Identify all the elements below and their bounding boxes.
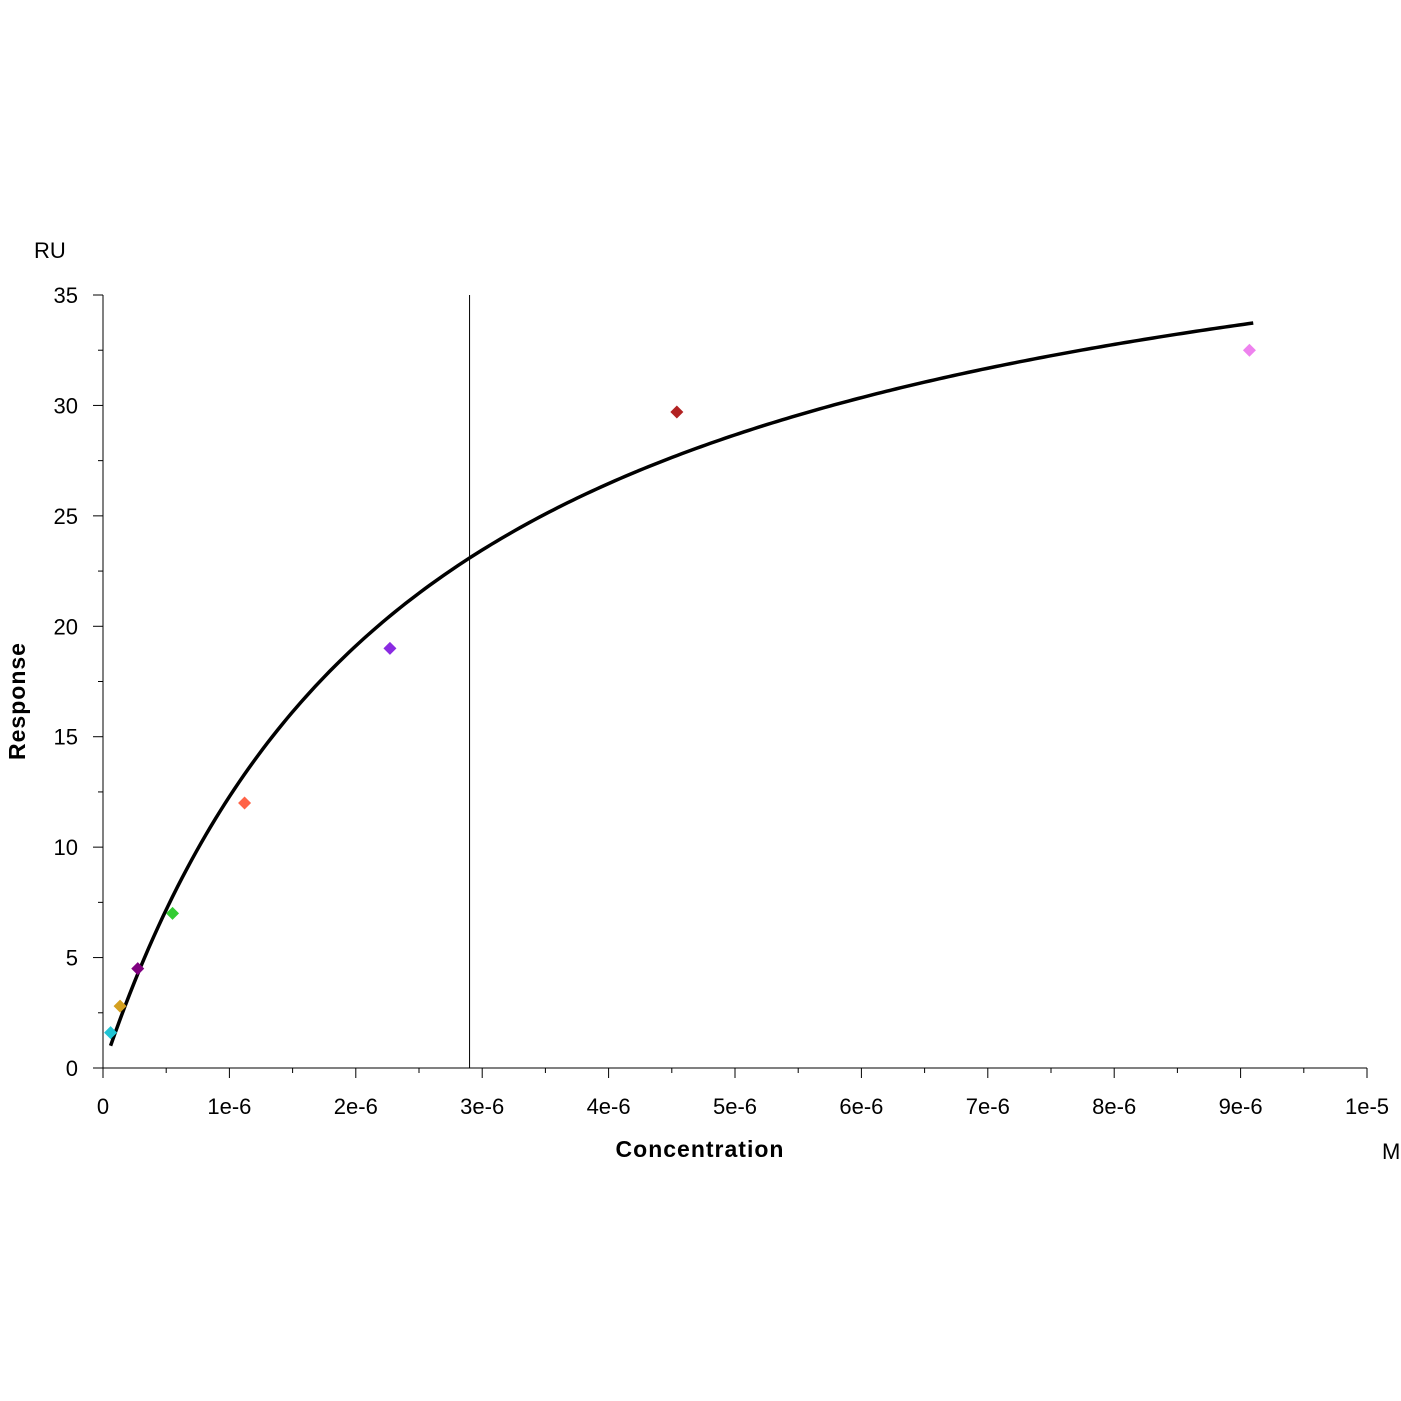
data-point [1242,343,1256,357]
data-point [166,906,180,920]
x-tick-label: 5e-6 [713,1094,757,1119]
y-tick-label: 0 [66,1056,78,1081]
y-tick-label: 35 [54,283,78,308]
y-tick-label: 30 [54,393,78,418]
x-tick-label: 2e-6 [334,1094,378,1119]
y-tick-label: 10 [54,835,78,860]
x-unit-label: M [1382,1139,1400,1164]
fit-curve [108,321,1254,1047]
x-tick-label: 6e-6 [839,1094,883,1119]
y-tick-label: 15 [54,725,78,750]
data-point [238,796,252,810]
data-point [113,999,127,1013]
x-tick-label: 0 [97,1094,109,1119]
x-tick-label: 3e-6 [460,1094,504,1119]
data-point [383,641,397,655]
axes-layer: 0 5 10 15 20 25 30 35 0 1e-6 2e-6 3e-6 4e-6 5e-6 6e-6 7… [54,283,1390,1119]
data-point [104,1026,118,1040]
x-axis-title: Concentration [616,1136,785,1162]
fit-curve-layer [108,321,1254,1047]
data-points-layer [104,343,1256,1040]
y-unit-label: RU [34,238,66,263]
y-axis-title: Response [4,642,30,760]
data-point [670,405,684,419]
x-tick-label: 7e-6 [966,1094,1010,1119]
x-tick-label: 4e-6 [587,1094,631,1119]
x-tick-label: 1e-6 [207,1094,251,1119]
y-tick-label: 20 [54,614,78,639]
data-point [131,962,145,976]
y-tick-label: 25 [54,504,78,529]
x-tick-label: 8e-6 [1092,1094,1136,1119]
x-tick-label: 9e-6 [1219,1094,1263,1119]
x-tick-label: 1e-5 [1345,1094,1389,1119]
y-tick-label: 5 [66,946,78,971]
